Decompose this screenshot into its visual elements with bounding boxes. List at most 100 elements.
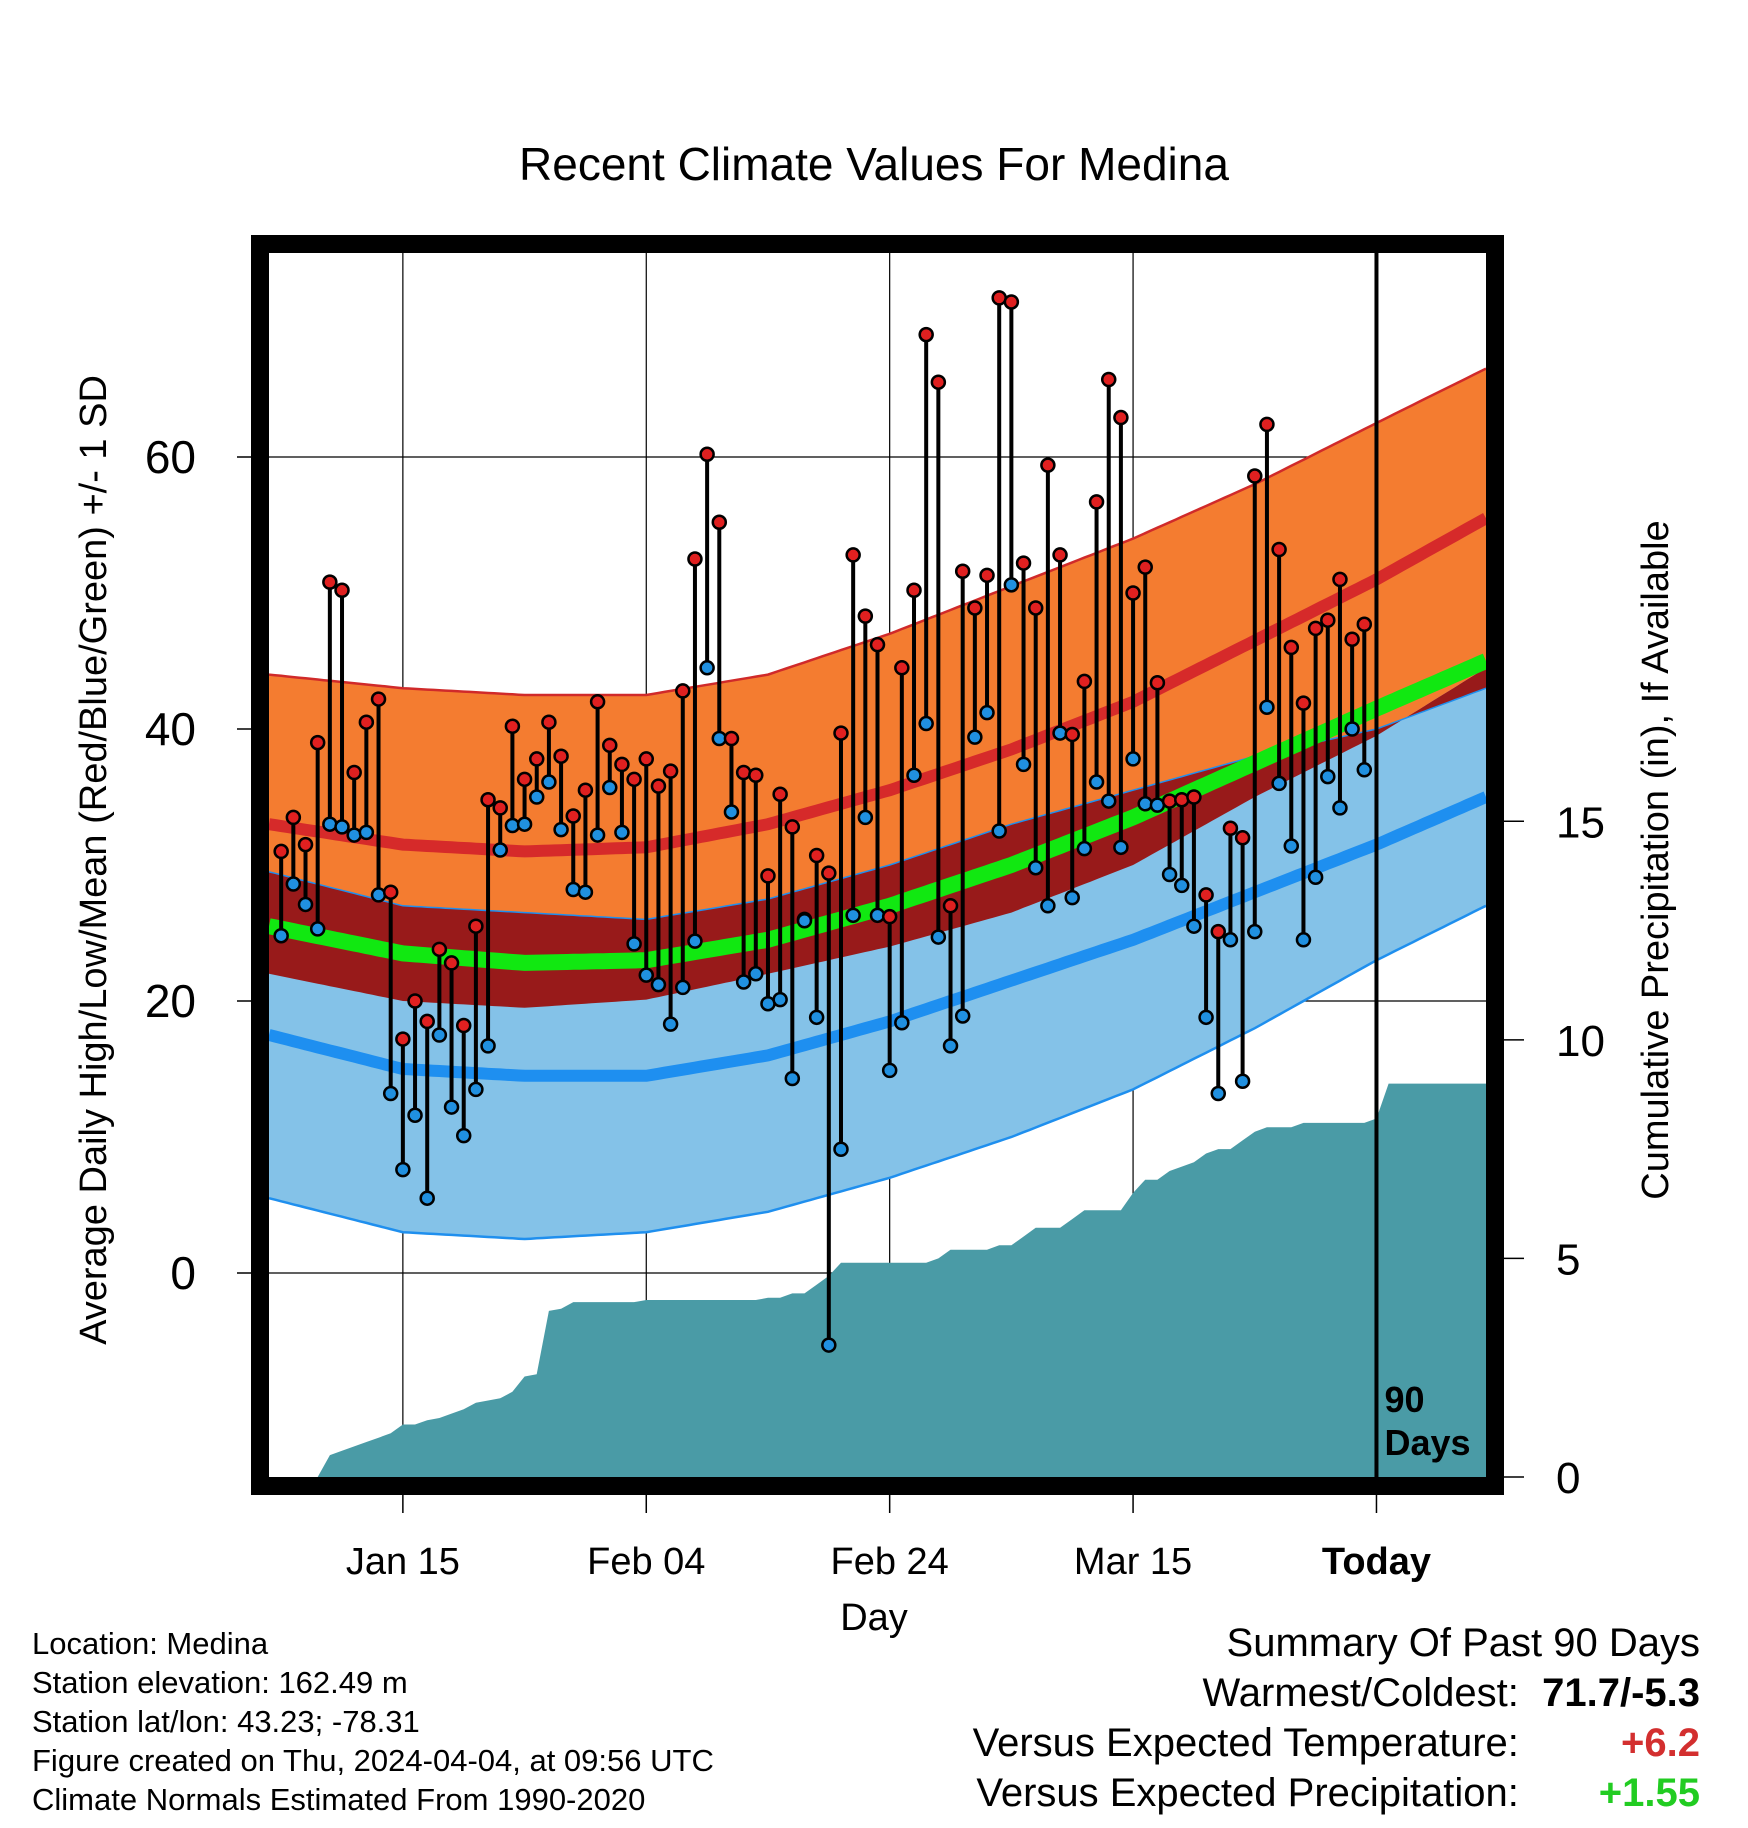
high-point	[930, 374, 947, 390]
marker-label-line2: Days	[1384, 1422, 1470, 1463]
high-point	[906, 582, 922, 599]
high-point	[772, 786, 788, 803]
high-point	[1259, 416, 1275, 433]
low-point	[845, 907, 861, 924]
y-tick-label: 60	[145, 431, 196, 483]
low-point	[784, 1070, 801, 1087]
station-info: Location: Medina Station elevation: 162.…	[32, 1624, 714, 1819]
high-point	[979, 567, 995, 584]
high-point	[662, 763, 679, 779]
x-axis-label: Day	[840, 1597, 908, 1639]
high-point	[833, 725, 849, 741]
high-point	[821, 865, 837, 881]
high-point	[455, 1017, 472, 1034]
high-point	[1222, 820, 1239, 837]
low-point	[1003, 577, 1020, 593]
summary-panel: Summary Of Past 90 Days Warmest/Coldest:…	[973, 1618, 1700, 1818]
low-point	[455, 1127, 472, 1144]
low-point	[942, 1038, 959, 1054]
high-point	[431, 941, 448, 958]
low-point	[565, 881, 581, 898]
low-point	[1125, 751, 1141, 767]
high-point	[346, 764, 362, 781]
summary-temp-label: Versus Expected Temperature:	[972, 1721, 1519, 1765]
high-point	[334, 582, 350, 599]
low-point	[979, 704, 995, 721]
high-point	[748, 767, 764, 783]
low-point	[492, 842, 508, 858]
low-point	[1027, 859, 1044, 876]
low-point	[407, 1107, 423, 1123]
high-point	[614, 756, 630, 773]
y2-tick-label: 5	[1556, 1235, 1580, 1284]
low-point	[699, 660, 715, 676]
y2-tick-label: 10	[1556, 1017, 1605, 1066]
low-point	[577, 884, 594, 900]
high-point	[954, 563, 971, 579]
low-point	[516, 816, 533, 832]
high-point	[516, 771, 533, 788]
high-point	[492, 800, 508, 816]
high-point	[297, 836, 314, 853]
x-tick-label: Jan 15	[346, 1541, 460, 1583]
low-point	[1198, 1009, 1214, 1026]
high-point	[395, 1031, 411, 1047]
high-point	[869, 636, 886, 653]
high-point	[942, 898, 959, 914]
high-point	[370, 691, 387, 707]
high-point	[504, 718, 521, 735]
high-point	[1015, 555, 1032, 571]
high-point	[699, 446, 715, 463]
low-point	[967, 729, 983, 745]
high-point	[1113, 409, 1129, 426]
high-point	[675, 683, 691, 699]
info-created: Figure created on Thu, 2024-04-04, at 09…	[32, 1743, 714, 1778]
high-point	[687, 551, 703, 567]
low-point	[748, 966, 764, 982]
low-point	[395, 1161, 411, 1178]
low-point	[1186, 918, 1202, 934]
high-point	[894, 660, 910, 676]
low-point	[821, 1337, 837, 1353]
low-point	[1222, 932, 1239, 948]
low-point	[285, 876, 302, 892]
high-point	[1271, 541, 1287, 558]
chart-title: Recent Climate Values For Medina	[519, 138, 1229, 190]
high-point	[419, 1013, 435, 1030]
high-point	[358, 714, 375, 730]
low-point	[419, 1190, 435, 1206]
low-point	[443, 1099, 460, 1115]
y-tick-label: 40	[145, 703, 196, 755]
summary-precip-value: +1.55	[1598, 1771, 1700, 1815]
low-point	[906, 767, 922, 783]
y-axis-label: Average Daily High/Low/Mean (Red/Blue/Gr…	[73, 375, 115, 1345]
summary-precip-row: Versus Expected Precipitation: +1.55	[973, 1768, 1700, 1818]
high-point	[577, 782, 594, 798]
high-point	[1125, 585, 1141, 601]
high-point	[1344, 631, 1360, 647]
high-point	[1307, 620, 1324, 637]
low-point	[1295, 932, 1312, 948]
low-point	[358, 824, 375, 841]
low-point	[1332, 800, 1348, 816]
high-point	[1174, 791, 1190, 808]
low-point	[991, 823, 1007, 839]
info-location: Location: Medina	[32, 1626, 269, 1661]
high-point	[1320, 612, 1336, 628]
high-point	[723, 730, 740, 747]
low-point	[1247, 923, 1263, 940]
high-point	[1356, 616, 1373, 633]
summary-warmest-row: Warmest/Coldest: 71.7/-5.3	[973, 1668, 1701, 1718]
low-point	[808, 1009, 825, 1026]
low-point	[1015, 756, 1032, 773]
y-tick-label: 20	[145, 975, 196, 1027]
low-point	[1307, 869, 1324, 885]
high-point	[1064, 726, 1080, 743]
high-point	[784, 819, 801, 835]
low-point	[1234, 1073, 1251, 1089]
y-tick-label: 0	[170, 1247, 196, 1299]
low-point	[1259, 699, 1275, 715]
overlap-band	[269, 667, 1486, 1008]
